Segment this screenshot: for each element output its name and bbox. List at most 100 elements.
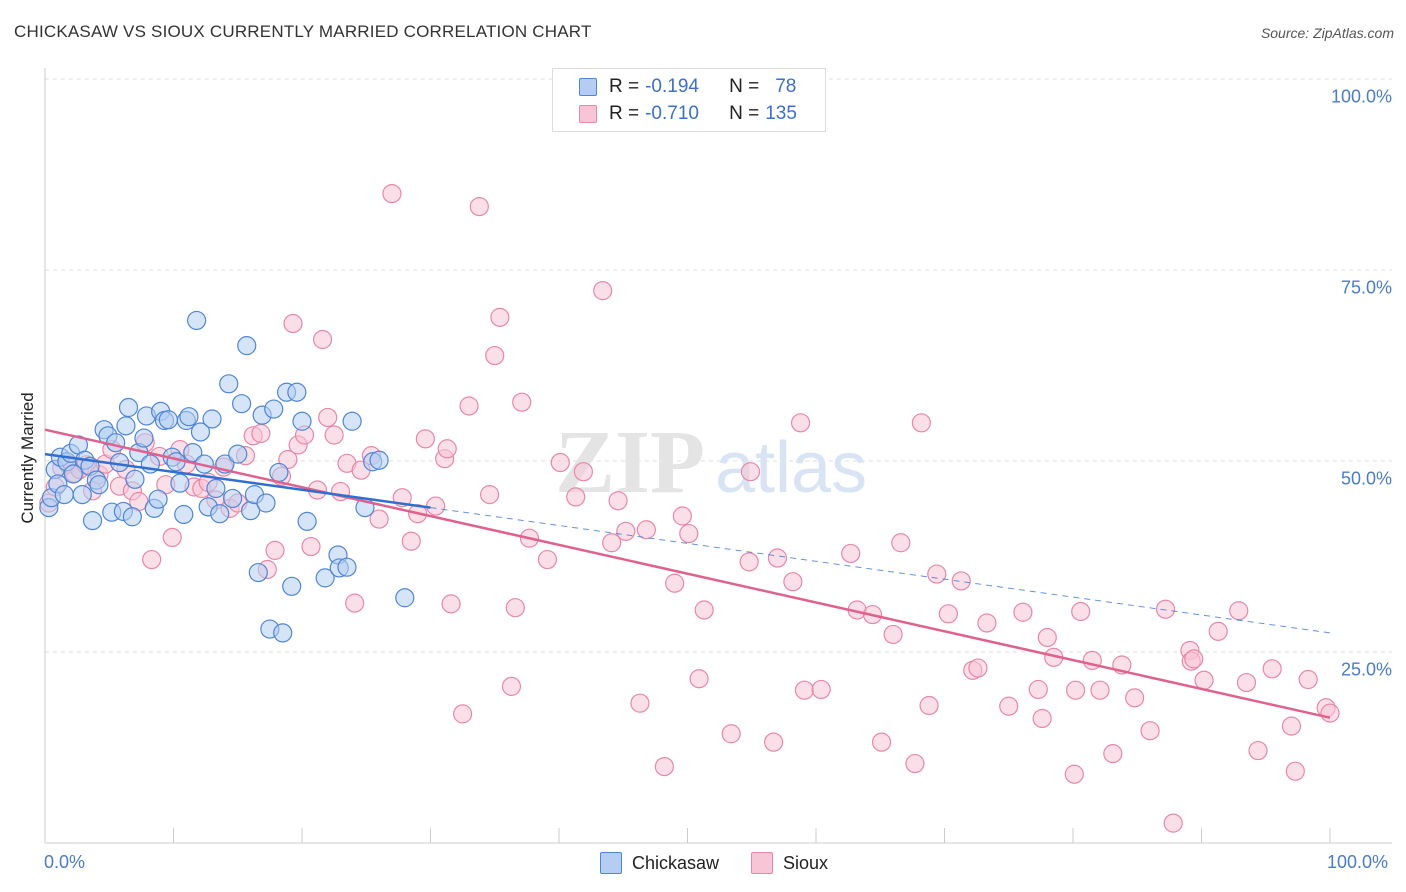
chickasaw-point [190,422,211,442]
chickasaw-trend-line [44,452,431,509]
chart-title: CHICKASAW VS SIOUX CURRENTLY MARRIED COR… [14,22,592,41]
chickasaw-point [264,399,284,419]
sioux-point [911,413,931,433]
watermark: ZIP atlas [555,413,867,512]
sioux-legend-label: Sioux [783,852,829,873]
r-value: -0.710 [645,103,699,124]
sioux-point [608,491,628,511]
sioux-point [1013,602,1033,622]
sioux-point [919,695,939,716]
chickasaw-point [122,507,142,527]
chickasaw-swatch [579,78,597,96]
sioux-point [162,527,182,548]
chickasaw-point [158,410,178,430]
y-tick-label: 25.0% [1340,659,1392,680]
y-tick-label: 100.0% [1330,86,1392,107]
sioux-point [794,680,815,700]
sioux-point [369,509,389,529]
correlation-legend: R = -0.194 N = 78 R = -0.710 N = 135 [552,68,826,132]
chickasaw-point [282,576,302,596]
chickasaw-point [72,485,92,505]
sioux-point [1064,764,1084,784]
sioux-trend-line [44,428,1331,719]
chickasaw-point [106,433,126,453]
sioux-point [1032,708,1052,729]
sioux-point [1298,669,1318,690]
sioux-point [891,533,911,553]
sioux-point [938,604,958,624]
sioux-point [811,679,831,700]
chickasaw-point [187,310,207,331]
sioux-point [324,425,344,445]
chickasaw-point [248,562,268,583]
sioux-point [721,724,741,744]
sioux-point [977,613,997,633]
sioux-point [415,429,435,449]
sioux-legend-swatch [751,852,774,874]
sioux-point [790,413,811,433]
sioux-points [39,184,1340,833]
x-tick-label-max: 100.0% [1327,852,1389,872]
chickasaw-point [228,444,248,464]
sioux-point [694,600,714,620]
chickasaw-point [315,568,335,588]
sioux-point [1090,680,1110,700]
sioux-point [566,487,586,507]
sioux-point [1184,649,1204,669]
sioux-point [490,307,510,327]
sioux-point [318,407,338,428]
sioux-point [1229,601,1249,621]
chickasaw-point [170,473,190,493]
legend-row-sioux: R = -0.710 N = 135 [579,102,797,126]
sioux-point [459,396,479,416]
sioux-point [1194,670,1214,690]
sioux-point [1125,688,1145,708]
chickasaw-point [210,504,230,524]
sioux-point [441,594,461,614]
sioux-point [1248,740,1268,761]
chickasaw-point [287,382,307,402]
chickasaw-point [179,407,199,427]
legend-item-sioux[interactable]: Sioux [751,852,828,874]
chickasaw-point [223,488,243,509]
sioux-point [480,485,500,505]
chickasaw-point [256,493,276,513]
n-value: 78 [775,76,797,97]
gridlines [45,78,1392,653]
sioux-point [630,693,650,713]
sioux-point [1028,679,1048,700]
sioux-point [426,496,446,516]
sioux-point [679,523,699,544]
chickasaw-point [174,504,194,525]
sioux-point [783,572,803,592]
n-value: 135 [765,103,797,124]
sioux-point [1320,703,1340,723]
sioux-point [283,313,303,334]
sioux-point [841,543,861,564]
x-tick-label-min: 0.0% [44,852,86,872]
sioux-swatch [579,105,597,123]
sioux-point [951,571,971,591]
sioux-point [1103,744,1123,764]
sioux-point [485,345,505,366]
sioux-point [312,329,333,350]
chickasaw-point [166,452,186,472]
legend-item-chickasaw[interactable]: Chickasaw [600,852,719,874]
sioux-point [654,756,674,777]
sioux-point [665,573,685,593]
sioux-point [883,624,903,645]
sioux-point [437,439,457,459]
chickasaw-point [118,397,139,418]
sioux-point [1140,721,1160,741]
chickasaw-trend-extension [430,507,1331,634]
sioux-point [401,531,421,551]
chickasaw-point [232,394,252,414]
sioux-point [999,696,1019,716]
sioux-point [251,423,271,444]
sioux-point [689,669,709,689]
sioux-point [739,552,759,572]
r-value: -0.194 [645,76,699,97]
sioux-point [672,506,692,526]
sioux-point [453,704,473,724]
chickasaw-point [202,409,222,429]
